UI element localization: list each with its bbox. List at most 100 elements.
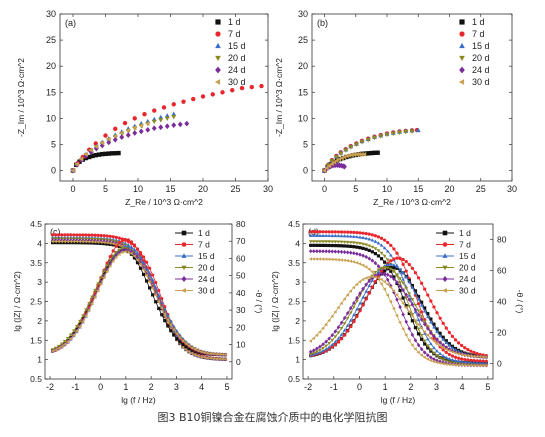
phase-point [475, 354, 479, 359]
modulus-point [84, 233, 88, 237]
phase-point [388, 285, 393, 290]
phase-point [324, 339, 328, 344]
phase-point [172, 333, 176, 337]
modulus-point [484, 363, 488, 368]
phase-point [333, 310, 337, 314]
modulus-point [441, 348, 445, 352]
phase-point [108, 254, 112, 259]
phase-point [447, 343, 452, 347]
legend-label: 7 d [228, 29, 241, 39]
y-tick-label: 4 [295, 238, 300, 248]
phase-point [132, 243, 137, 247]
phase-point [93, 295, 97, 299]
legend-label: 15 d [198, 251, 215, 261]
modulus-point [407, 326, 412, 331]
modulus-point [339, 258, 343, 262]
y-tick-label: 2.5 [30, 297, 42, 307]
modulus-point [96, 241, 100, 245]
phase-point [150, 280, 155, 284]
phase-point [111, 249, 115, 253]
phase-point [330, 314, 334, 318]
modulus-point [413, 326, 418, 330]
phase-point [382, 279, 386, 284]
modulus-point [157, 288, 161, 293]
modulus-point [333, 257, 337, 262]
phase-point [117, 241, 121, 245]
data-point [361, 151, 367, 157]
modulus-point [478, 361, 482, 365]
data-point [145, 126, 151, 133]
data-point [88, 147, 93, 153]
modulus-point [346, 244, 350, 248]
modulus-point [422, 331, 427, 335]
phase-point [462, 353, 467, 357]
y-tick-label: 2 [295, 316, 300, 326]
phase-point [327, 336, 331, 341]
modulus-point [77, 239, 82, 244]
phase-point [318, 344, 322, 349]
modulus-point [102, 240, 106, 245]
data-point [338, 151, 344, 156]
modulus-point [90, 240, 94, 244]
phase-point [324, 347, 328, 351]
modulus-point [376, 241, 381, 245]
phase-point [77, 324, 82, 329]
phase-point [144, 273, 148, 278]
phase-point [407, 262, 411, 267]
phase-point [327, 341, 331, 346]
phase-point [355, 296, 359, 301]
modulus-point [453, 363, 457, 367]
modulus-point [336, 244, 341, 248]
legend-marker [442, 242, 448, 247]
phase-point [361, 295, 365, 299]
phase-point [392, 265, 396, 270]
legend-label: 20 d [459, 263, 476, 273]
modulus-point [339, 234, 344, 238]
phase-point [422, 330, 426, 334]
y2-tick-label: 30 [236, 305, 246, 315]
phase-point [379, 271, 384, 276]
phase-point [435, 311, 439, 315]
modulus-point [355, 234, 359, 239]
data-point [83, 151, 88, 157]
modulus-point [422, 350, 427, 355]
phase-point [355, 299, 359, 304]
modulus-point [93, 240, 97, 244]
phase-point [147, 273, 152, 277]
modulus-point [401, 327, 405, 331]
modulus-point [376, 264, 381, 269]
y2-tick-label: 0 [497, 359, 502, 369]
modulus-point [87, 239, 91, 244]
phase-point [459, 352, 463, 357]
phase-point [151, 293, 155, 297]
legend-marker [181, 253, 187, 258]
phase-point [392, 263, 396, 267]
modulus-point [68, 239, 73, 244]
x-tick-label: 15 [165, 184, 175, 194]
modulus-point [120, 243, 125, 248]
phase-point [154, 300, 158, 304]
data-point [171, 111, 177, 116]
modulus-point [348, 234, 353, 238]
phase-point [456, 341, 461, 345]
legend-label: 7 d [472, 29, 485, 39]
phase-point [84, 308, 88, 312]
legend-label: 7 d [198, 240, 210, 250]
phase-point [456, 352, 460, 356]
x-tick-label: 20 [444, 184, 454, 194]
phase-point [358, 301, 362, 305]
phase-point [138, 266, 143, 270]
phase-point [478, 354, 482, 359]
y-tick-label: 15 [46, 87, 56, 97]
modulus-point [367, 237, 372, 241]
modulus-point [429, 355, 433, 360]
modulus-point [462, 363, 467, 367]
phase-point [429, 320, 433, 324]
modulus-point [311, 257, 316, 261]
modulus-point [105, 234, 109, 238]
phase-point [426, 314, 430, 319]
modulus-point [318, 240, 322, 244]
data-point [390, 131, 396, 137]
phase-point [336, 336, 341, 340]
modulus-point [401, 296, 405, 300]
